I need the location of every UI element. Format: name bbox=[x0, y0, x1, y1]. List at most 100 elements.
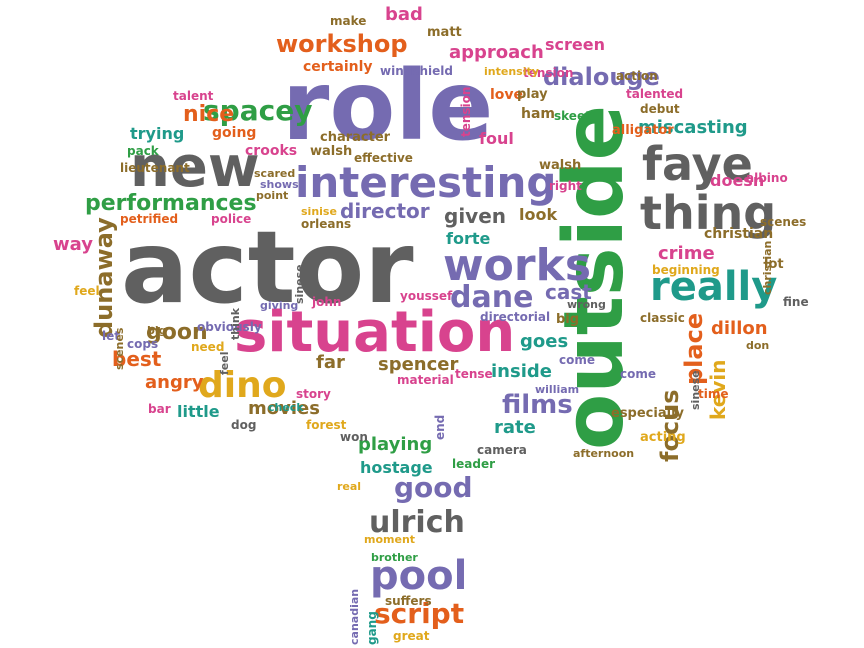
cloud-word: going bbox=[212, 125, 257, 141]
cloud-word: tension bbox=[523, 66, 574, 80]
cloud-word: john bbox=[312, 295, 342, 309]
cloud-word: fine bbox=[783, 295, 809, 309]
cloud-word: obviously bbox=[197, 320, 262, 334]
cloud-word: thing bbox=[640, 186, 777, 240]
cloud-word: workshop bbox=[276, 30, 408, 58]
cloud-word: dog bbox=[231, 418, 257, 432]
cloud-word: forte bbox=[446, 229, 491, 248]
cloud-word: canadian bbox=[348, 588, 361, 645]
cloud-word: lot bbox=[764, 257, 784, 272]
cloud-word: classic bbox=[640, 311, 685, 325]
cloud-word: movies bbox=[248, 398, 320, 419]
cloud-word: scenes bbox=[760, 215, 807, 229]
cloud-word: interesting bbox=[295, 158, 557, 207]
cloud-word: effective bbox=[354, 151, 413, 165]
cloud-word: character bbox=[320, 130, 391, 145]
cloud-word: dialouge bbox=[543, 63, 660, 91]
cloud-word: suffers bbox=[385, 594, 432, 608]
cloud-word: screen bbox=[545, 35, 605, 54]
cloud-word: feel bbox=[218, 351, 231, 375]
cloud-word: story bbox=[296, 387, 331, 401]
cloud-word: afternoon bbox=[573, 447, 635, 460]
cloud-word: goes bbox=[520, 331, 569, 352]
cloud-word: far bbox=[316, 352, 345, 373]
cloud-word: trying bbox=[130, 124, 185, 143]
cloud-word: great bbox=[393, 629, 430, 643]
cloud-word: windshield bbox=[380, 64, 453, 78]
cloud-word: bad bbox=[385, 4, 423, 25]
cloud-word: angry bbox=[145, 372, 204, 393]
cloud-word: beginning bbox=[652, 263, 720, 277]
cloud-word: directorial bbox=[480, 310, 551, 324]
cloud-word: cast bbox=[545, 280, 592, 304]
cloud-word: william bbox=[535, 383, 580, 396]
cloud-word: situation bbox=[234, 300, 516, 365]
cloud-word: gang bbox=[365, 611, 379, 645]
cloud-word: scenes bbox=[113, 327, 126, 370]
cloud-word: sinise bbox=[301, 205, 337, 218]
cloud-word: approach bbox=[449, 42, 544, 63]
cloud-word: inside bbox=[491, 361, 552, 382]
cloud-word: walsh bbox=[539, 158, 582, 173]
cloud-word: forest bbox=[306, 418, 347, 432]
cloud-word: check bbox=[268, 401, 304, 414]
cloud-word: albino bbox=[746, 171, 788, 185]
cloud-word: action bbox=[616, 69, 658, 83]
cloud-word: brother bbox=[371, 551, 418, 564]
cloud-word: way bbox=[53, 234, 93, 255]
cloud-word: need bbox=[191, 340, 225, 354]
cloud-word: orleans bbox=[301, 217, 352, 231]
cloud-word: sinese bbox=[689, 370, 702, 410]
cloud-word: films bbox=[502, 390, 573, 420]
cloud-word: little bbox=[177, 402, 220, 421]
cloud-word: playing bbox=[358, 434, 433, 455]
cloud-word: material bbox=[397, 373, 454, 387]
cloud-word: shows bbox=[260, 178, 299, 191]
cloud-word: walsh bbox=[310, 144, 353, 159]
cloud-word: pool bbox=[370, 553, 468, 599]
cloud-word: hostage bbox=[360, 458, 433, 477]
cloud-word: actor bbox=[121, 209, 414, 326]
cloud-word: don bbox=[746, 339, 770, 352]
cloud-word: director bbox=[340, 199, 430, 223]
cloud-word: come bbox=[559, 353, 595, 367]
cloud-word: script bbox=[374, 597, 465, 630]
cloud-word: look bbox=[519, 205, 558, 224]
cloud-word: big bbox=[556, 312, 580, 327]
cloud-word: real bbox=[337, 480, 362, 493]
cloud-word: goon bbox=[146, 320, 208, 345]
cloud-word: performances bbox=[85, 191, 257, 216]
cloud-word: pack bbox=[127, 144, 159, 158]
cloud-word: youssef bbox=[400, 289, 453, 303]
cloud-word: big bbox=[147, 324, 167, 337]
cloud-word: talent bbox=[173, 89, 214, 103]
cloud-word: leader bbox=[452, 457, 495, 471]
cloud-word: really bbox=[650, 264, 778, 310]
cloud-word: won bbox=[340, 430, 368, 444]
cloud-word: focus bbox=[656, 389, 684, 462]
cloud-word: role bbox=[282, 50, 494, 162]
cloud-word: scared bbox=[254, 167, 296, 180]
cloud-word: spacey bbox=[203, 94, 313, 127]
cloud-word: ulrich bbox=[369, 505, 465, 540]
cloud-word: nice bbox=[183, 102, 235, 127]
cloud-word: come bbox=[620, 367, 656, 381]
cloud-word: acting bbox=[640, 430, 686, 445]
cloud-word: rate bbox=[494, 417, 536, 438]
cloud-word: spencer bbox=[378, 354, 459, 375]
cloud-word: alligator bbox=[612, 123, 674, 138]
cloud-word: time bbox=[698, 387, 729, 401]
cloud-word: tension bbox=[459, 86, 473, 137]
cloud-word: dunaway bbox=[90, 217, 118, 338]
cloud-word: good bbox=[394, 471, 473, 504]
cloud-word: point bbox=[256, 189, 289, 202]
cloud-word: doesn bbox=[710, 171, 765, 190]
cloud-word: dane bbox=[450, 280, 534, 315]
cloud-word: think bbox=[229, 307, 242, 340]
cloud-word: foul bbox=[479, 129, 514, 148]
cloud-word: matt bbox=[427, 25, 462, 40]
cloud-word: talented bbox=[626, 87, 684, 101]
cloud-word: play bbox=[517, 87, 548, 102]
cloud-word: right bbox=[549, 179, 582, 193]
cloud-word: make bbox=[330, 14, 367, 28]
